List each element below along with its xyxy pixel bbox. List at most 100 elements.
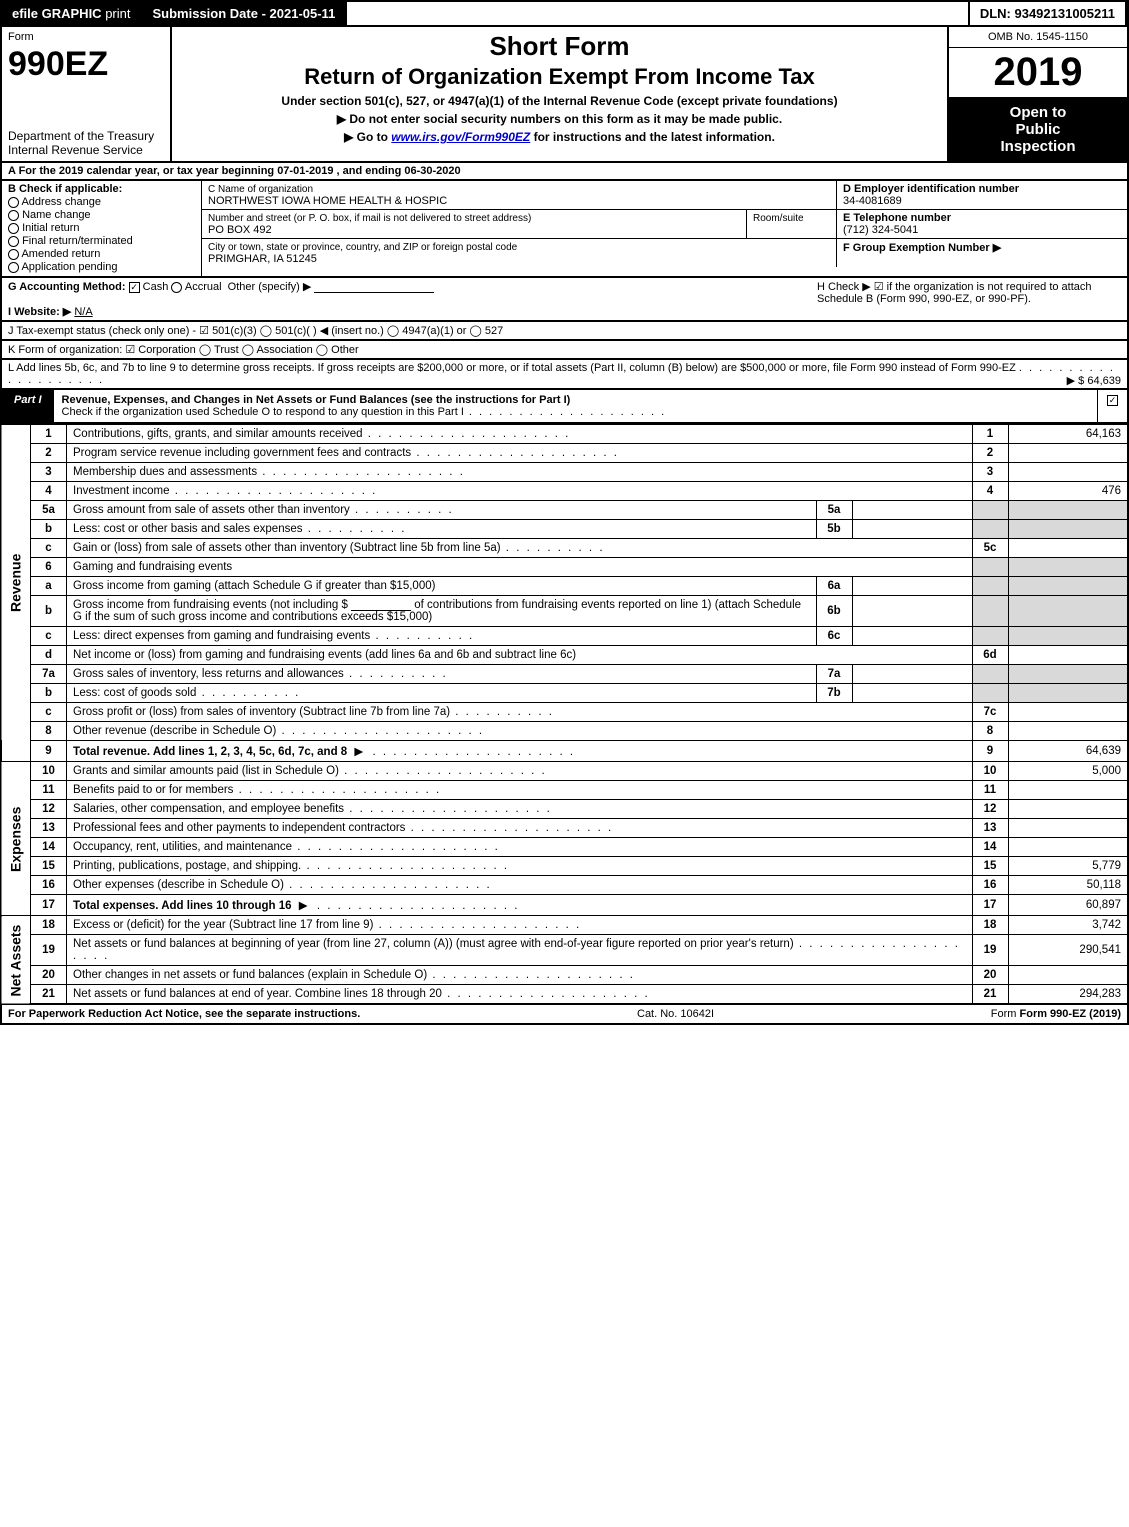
ln-10-num: 10	[972, 762, 1008, 781]
ln-19-val: 290,541	[1008, 935, 1128, 966]
row-l: L Add lines 5b, 6c, and 7b to line 9 to …	[0, 360, 1129, 390]
ln-1-desc: Contributions, gifts, grants, and simila…	[67, 425, 973, 444]
ln-5b-iv	[852, 520, 972, 539]
ln-9-val: 64,639	[1008, 741, 1128, 762]
ln-14-num: 14	[972, 838, 1008, 857]
ln-8-num: 8	[972, 722, 1008, 741]
ln-21-val: 294,283	[1008, 985, 1128, 1005]
chk-initial-return[interactable]: Initial return	[8, 222, 195, 234]
ln-4-desc: Investment income	[67, 482, 973, 501]
city-value: PRIMGHAR, IA 51245	[208, 253, 317, 265]
section-g: G Accounting Method: ✓ Cash Accrual Othe…	[8, 280, 811, 318]
ln-5c-desc: Gain or (loss) from sale of assets other…	[67, 539, 973, 558]
arrow-icon	[350, 746, 367, 758]
ln-4-val: 476	[1008, 482, 1128, 501]
chk-cash[interactable]: ✓	[129, 282, 140, 293]
ln-17-num: 17	[972, 895, 1008, 916]
ln-10: 10	[31, 762, 67, 781]
ln-5a-shade-v	[1008, 501, 1128, 520]
ln-9: 9	[31, 741, 67, 762]
ln-18: 18	[31, 916, 67, 935]
row-l-amount: ▶ $ 64,639	[1067, 374, 1121, 387]
chk-name-change[interactable]: Name change	[8, 209, 195, 221]
row-j: J Tax-exempt status (check only one) - ☑…	[0, 322, 1129, 341]
ln-4-num: 4	[972, 482, 1008, 501]
ln-7c-desc: Gross profit or (loss) from sales of inv…	[67, 703, 973, 722]
efile-button[interactable]: efile GRAPHIC print	[2, 2, 143, 25]
ln-7a: 7a	[31, 665, 67, 684]
phone-value: (712) 324-5041	[843, 224, 918, 236]
ln-6a-desc: Gross income from gaming (attach Schedul…	[67, 577, 817, 596]
ssn-warning: ▶ Do not enter social security numbers o…	[178, 112, 941, 126]
ln-7b-iv	[852, 684, 972, 703]
ln-5c-val	[1008, 539, 1128, 558]
other-label: Other (specify) ▶	[228, 281, 312, 293]
ln-6a-shade-v	[1008, 577, 1128, 596]
ln-12-desc: Salaries, other compensation, and employ…	[67, 800, 973, 819]
ln-21: 21	[31, 985, 67, 1005]
chk-amended[interactable]: Amended return	[8, 248, 195, 260]
ln-19-num: 19	[972, 935, 1008, 966]
row-g-h: G Accounting Method: ✓ Cash Accrual Othe…	[0, 278, 1129, 322]
ln-5b-in: 5b	[816, 520, 852, 539]
goto-line: ▶ Go to www.irs.gov/Form990EZ for instru…	[178, 130, 941, 144]
part-1-header: Part I Revenue, Expenses, and Changes in…	[0, 390, 1129, 424]
ln-6-shade-v	[1008, 558, 1128, 577]
ln-6b-in: 6b	[816, 596, 852, 627]
ln-12: 12	[31, 800, 67, 819]
ln-5a: 5a	[31, 501, 67, 520]
return-title: Return of Organization Exempt From Incom…	[178, 64, 941, 90]
ln-6b-shade	[972, 596, 1008, 627]
chk-address-change[interactable]: Address change	[8, 196, 195, 208]
ln-3-desc: Membership dues and assessments	[67, 463, 973, 482]
address-cell: Number and street (or P. O. box, if mail…	[202, 210, 747, 238]
city-cell: City or town, state or province, country…	[202, 239, 837, 267]
section-c: C Name of organization NORTHWEST IOWA HO…	[202, 181, 837, 276]
open-1: Open to	[953, 104, 1123, 121]
ln-6d-val	[1008, 646, 1128, 665]
other-blank[interactable]	[314, 292, 434, 293]
ln-16-desc: Other expenses (describe in Schedule O)	[67, 876, 973, 895]
ln-6c-in: 6c	[816, 627, 852, 646]
phone-row: E Telephone number (712) 324-5041	[837, 210, 1127, 239]
address-label: Number and street (or P. O. box, if mail…	[208, 213, 531, 224]
part-1-tab: Part I	[2, 390, 54, 422]
section-d-e-f: D Employer identification number 34-4081…	[837, 181, 1127, 276]
page-footer: For Paperwork Reduction Act Notice, see …	[0, 1005, 1129, 1025]
part-1-checkbox[interactable]: ✓	[1097, 390, 1127, 422]
block-b-through-f: B Check if applicable: Address change Na…	[0, 181, 1129, 278]
ln-3-val	[1008, 463, 1128, 482]
short-form-title: Short Form	[178, 31, 941, 62]
goto-post: for instructions and the latest informat…	[530, 130, 775, 144]
ln-2-num: 2	[972, 444, 1008, 463]
ln-2-desc: Program service revenue including govern…	[67, 444, 973, 463]
ln-6a-shade	[972, 577, 1008, 596]
ln-3: 3	[31, 463, 67, 482]
chk-final-return[interactable]: Final return/terminated	[8, 235, 195, 247]
ln-6d-num: 6d	[972, 646, 1008, 665]
website-value: N/A	[74, 306, 92, 318]
chk-accrual[interactable]	[171, 282, 182, 293]
irs-link[interactable]: www.irs.gov/Form990EZ	[391, 130, 530, 144]
row-a-tax-year: A For the 2019 calendar year, or tax yea…	[0, 163, 1129, 181]
ln-21-num: 21	[972, 985, 1008, 1005]
accrual-label: Accrual	[185, 281, 222, 293]
ln-14-val	[1008, 838, 1128, 857]
ln-12-val	[1008, 800, 1128, 819]
chk-pending[interactable]: Application pending	[8, 261, 195, 273]
ln-6b-d1: Gross income from fundraising events (no…	[73, 599, 348, 611]
ln-5b-shade	[972, 520, 1008, 539]
footer-mid: Cat. No. 10642I	[637, 1008, 714, 1020]
ln-7b: b	[31, 684, 67, 703]
ln-5b-shade-v	[1008, 520, 1128, 539]
ln-12-num: 12	[972, 800, 1008, 819]
ln-8-desc: Other revenue (describe in Schedule O)	[67, 722, 973, 741]
org-name: NORTHWEST IOWA HOME HEALTH & HOSPIC	[208, 195, 447, 207]
ln-7b-desc: Less: cost of goods sold	[67, 684, 817, 703]
ln-5b-desc: Less: cost or other basis and sales expe…	[67, 520, 817, 539]
tax-year: 2019	[949, 48, 1127, 98]
goto-pre: ▶ Go to	[344, 130, 391, 144]
ln-6a-iv	[852, 577, 972, 596]
print-label[interactable]: print	[105, 6, 130, 21]
ln-20-val	[1008, 966, 1128, 985]
